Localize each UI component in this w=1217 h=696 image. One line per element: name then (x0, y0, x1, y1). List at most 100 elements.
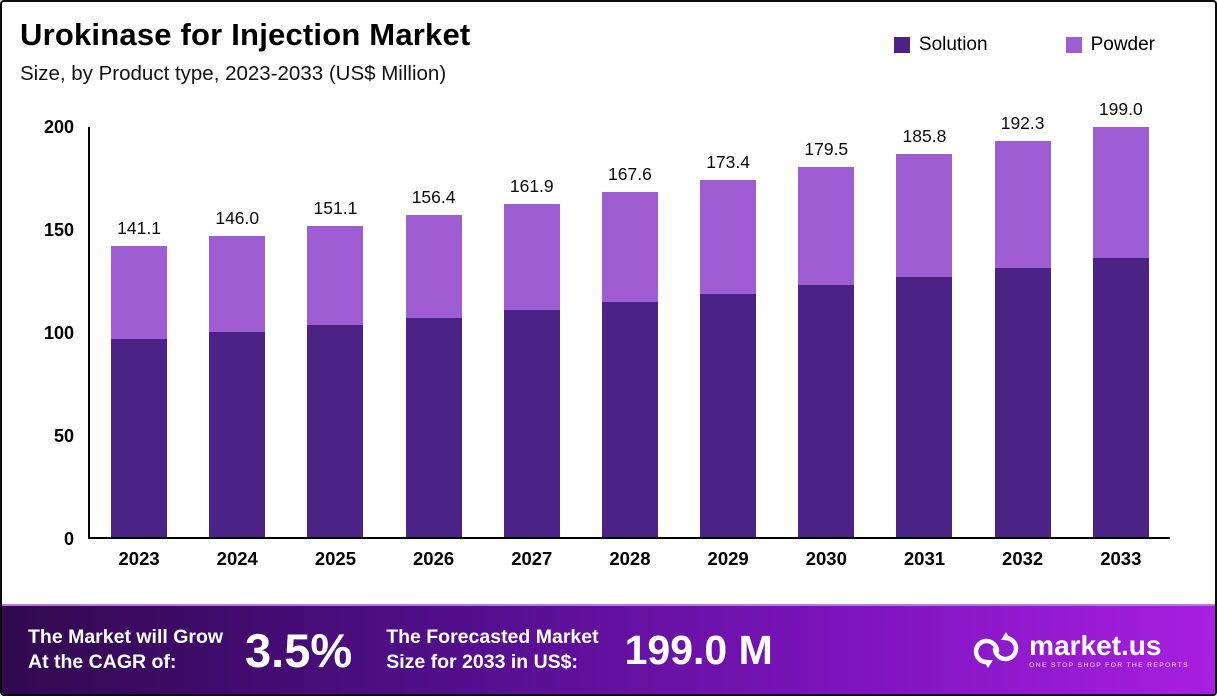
bar-group-2031: 185.8 (896, 126, 953, 537)
bar-group-2026: 156.4 (405, 186, 462, 537)
header: Urokinase for Injection Market Size, by … (2, 2, 1215, 87)
legend-label-solution: Solution (918, 34, 988, 55)
legend-item-powder: Powder (1065, 34, 1155, 56)
bar-value-label: 167.6 (608, 163, 652, 184)
bar-segment-solution (209, 332, 266, 537)
cagr-label: The Market will Grow At the CAGR of: (28, 625, 223, 675)
bar-stack (503, 203, 560, 537)
page-subtitle: Size, by Product type, 2023-2033 (US$ Mi… (20, 62, 447, 85)
bar-group-2023: 141.1 (111, 218, 168, 537)
bar-value-label: 192.3 (1000, 112, 1045, 133)
brand-logo: market.us One Stop Shop For The Reports (973, 627, 1189, 673)
bar-value-label: 141.1 (117, 218, 161, 239)
cagr-label-line1: The Market will Grow (28, 626, 224, 648)
bar-value-label: 185.8 (902, 126, 947, 147)
bar-segment-powder (896, 154, 953, 277)
bar-segment-powder (209, 236, 266, 333)
bar-segment-powder (601, 191, 658, 303)
x-axis-label: 2032 (1002, 548, 1044, 569)
x-axis-label: 2024 (216, 548, 258, 569)
bar-segment-solution (111, 339, 168, 537)
bar-segment-solution (503, 310, 560, 537)
brand-tagline: One Stop Shop For The Reports (1029, 662, 1189, 669)
bar-group-2028: 167.6 (601, 163, 658, 537)
bar-segment-powder (798, 167, 855, 286)
bar-stack (405, 214, 462, 537)
bar-value-label: 146.0 (215, 208, 260, 229)
x-axis-label: 2025 (314, 548, 356, 569)
legend-label-powder: Powder (1090, 34, 1155, 55)
bar-segment-solution (1092, 258, 1149, 537)
forecast-label-line1: The Forecasted Market (386, 626, 599, 648)
plot-area: 141.1 146.0 151.1 156.4 161.9 167.6 173.4 179.5… (88, 99, 1170, 539)
x-axis: 2023 2024 2025 2026 2027 2028 2029 2030 2031 2032… (88, 539, 1170, 570)
bar-group-2029: 173.4 (700, 151, 757, 537)
bar-value-label: 161.9 (509, 175, 554, 196)
cagr-value: 3.5% (245, 623, 353, 677)
page-title: Urokinase for Injection Market (20, 17, 471, 52)
title-block: Urokinase for Injection Market Size, by … (20, 16, 894, 87)
bar-value-label: 199.0 (1098, 99, 1143, 120)
bar-stack (700, 179, 757, 537)
bar-value-label: 179.5 (804, 139, 849, 160)
bar-group-2032: 192.3 (994, 112, 1051, 537)
bar-stack (798, 167, 855, 537)
bar-stack (307, 225, 364, 537)
bar-stack (896, 154, 953, 537)
bar-group-2025: 151.1 (307, 197, 364, 537)
legend-swatch-powder (1065, 37, 1082, 53)
bar-segment-powder (405, 214, 462, 318)
bar-segment-solution (896, 276, 953, 537)
y-tick-label: 0 (63, 529, 74, 549)
bar-segment-solution (798, 285, 855, 537)
forecast-value: 199.0 M (624, 626, 773, 673)
bar-stack (601, 191, 658, 537)
bar-segment-powder (307, 225, 364, 326)
bar-stack (994, 140, 1051, 537)
bar-stack (111, 246, 168, 537)
bar-group-2027: 161.9 (503, 175, 560, 537)
bar-segment-powder (1092, 127, 1149, 259)
bar-chart: 0 50 100 150 200 141.1 146.0 151.1 156.4 161.9 16… (18, 99, 1170, 549)
bar-group-2024: 146.0 (209, 208, 266, 537)
forecast-label-line2: Size for 2033 in US$: (386, 651, 579, 673)
bar-segment-solution (700, 294, 757, 537)
bar-segment-powder (700, 179, 757, 295)
x-axis-label: 2033 (1100, 548, 1142, 569)
bar-segment-solution (405, 317, 462, 537)
bar-stack (209, 236, 266, 537)
bar-group-2033: 199.0 (1092, 99, 1149, 537)
y-tick-label: 150 (43, 220, 74, 240)
y-tick-label: 50 (53, 426, 74, 446)
bar-segment-solution (307, 325, 364, 537)
chart-legend: Solution Powder (893, 34, 1155, 56)
brand-circular-arrows-icon (973, 627, 1019, 673)
x-axis-label: 2023 (118, 548, 160, 569)
x-axis-label: 2031 (903, 548, 946, 569)
brand-name: market.us (1029, 630, 1162, 661)
x-axis-label: 2026 (413, 548, 455, 569)
bar-segment-powder (994, 140, 1051, 268)
bar-stack (1092, 127, 1149, 537)
x-axis-label: 2030 (805, 548, 847, 569)
x-axis-label: 2029 (707, 548, 749, 569)
x-axis-label: 2028 (609, 548, 651, 569)
cagr-label-line2: At the CAGR of: (28, 651, 177, 673)
footer-banner: The Market will Grow At the CAGR of: 3.5… (2, 604, 1215, 694)
bar-value-label: 156.4 (411, 186, 456, 207)
legend-swatch-solution (893, 37, 910, 53)
forecast-label: The Forecasted Market Size for 2033 in U… (386, 625, 598, 675)
bar-group-2030: 179.5 (798, 139, 855, 537)
bar-segment-powder (111, 246, 168, 340)
y-tick-label: 100 (43, 323, 74, 343)
bar-value-label: 173.4 (706, 151, 750, 172)
bar-segment-solution (994, 267, 1051, 537)
bar-value-label: 151.1 (313, 197, 358, 218)
x-axis-label: 2027 (511, 548, 553, 569)
legend-item-solution: Solution (893, 34, 988, 56)
brand-text: market.us One Stop Shop For The Reports (1029, 630, 1189, 670)
bar-segment-solution (601, 302, 658, 537)
y-axis: 0 50 100 150 200 (18, 117, 88, 549)
y-tick-label: 200 (43, 117, 74, 137)
